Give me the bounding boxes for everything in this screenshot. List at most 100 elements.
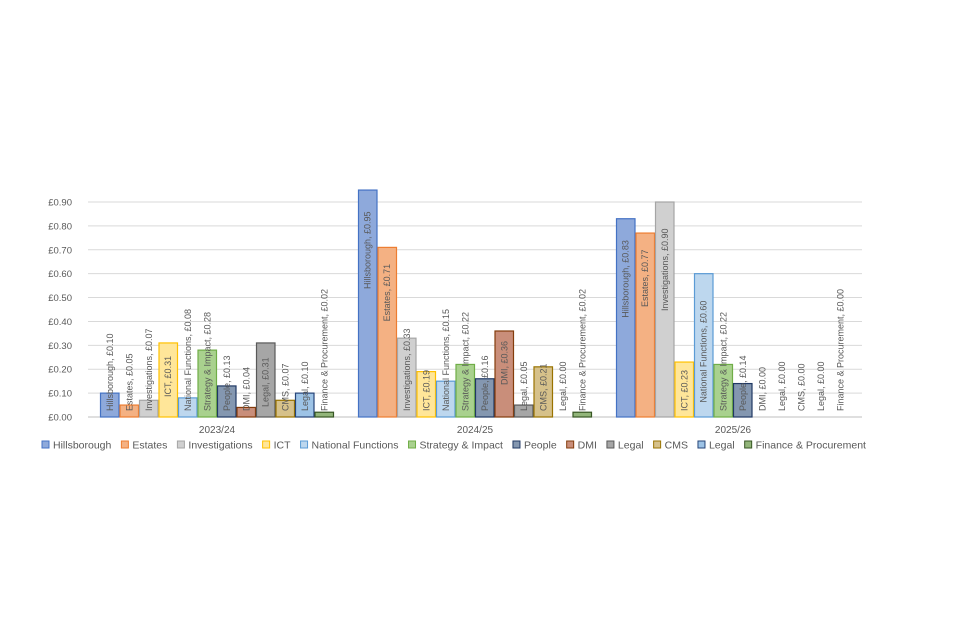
data-label: CMS, £0.07 bbox=[280, 363, 290, 411]
legend-label: Investigations bbox=[188, 440, 252, 452]
legend-item: Investigations bbox=[176, 440, 253, 452]
y-tick-label: £0.10 bbox=[48, 389, 72, 400]
y-tick-label: £0.90 bbox=[48, 198, 72, 209]
legend-swatch bbox=[566, 440, 575, 449]
data-label: Strategy & Impact, £0.28 bbox=[202, 312, 212, 411]
legend-item: Strategy & Impact bbox=[408, 440, 503, 452]
legend-swatch bbox=[120, 440, 129, 449]
data-label: Hillsborough, £0.10 bbox=[105, 333, 115, 411]
data-label: Finance & Procurement, £0.02 bbox=[577, 289, 587, 411]
y-tick-label: £0.50 bbox=[48, 293, 72, 304]
data-label: Legal, £0.31 bbox=[261, 357, 271, 407]
legend-swatch bbox=[697, 440, 706, 449]
x-category-label: 2025/26 bbox=[715, 425, 752, 436]
data-label: National Functions, £0.08 bbox=[183, 309, 193, 411]
legend-label: CMS bbox=[665, 440, 688, 452]
bar bbox=[236, 406, 257, 418]
data-label: Legal, £0.10 bbox=[300, 361, 310, 411]
legend-swatch bbox=[176, 440, 185, 449]
legend-swatch bbox=[41, 440, 50, 449]
data-label: Finance & Procurement, £0.02 bbox=[319, 289, 329, 411]
legend-swatch bbox=[262, 440, 271, 449]
legend-swatch bbox=[744, 440, 753, 449]
legend-label: National Functions bbox=[312, 440, 399, 452]
legend-item: ICT bbox=[262, 440, 292, 452]
data-label: Legal, £0.00 bbox=[816, 361, 826, 411]
legend-item: National Functions bbox=[300, 440, 399, 452]
data-label: Investigations, £0.33 bbox=[402, 328, 412, 411]
legend-item: DMI bbox=[566, 440, 597, 452]
x-category-label: 2023/24 bbox=[199, 425, 236, 436]
legend-item: Legal bbox=[697, 440, 735, 452]
legend-item: Hillsborough bbox=[41, 440, 112, 452]
bar bbox=[435, 380, 456, 418]
y-tick-label: £0.70 bbox=[48, 245, 72, 256]
y-tick-label: £0.30 bbox=[48, 341, 72, 352]
legend-item: Legal bbox=[606, 440, 644, 452]
bar bbox=[513, 404, 534, 418]
legend-item: Estates bbox=[120, 440, 167, 452]
data-label: Estates, £0.05 bbox=[124, 353, 134, 411]
bar bbox=[357, 189, 378, 418]
legend-item: CMS bbox=[653, 440, 688, 452]
bar bbox=[572, 411, 593, 418]
bar bbox=[158, 342, 179, 418]
bar bbox=[377, 246, 398, 418]
legend-label: Legal bbox=[709, 440, 735, 452]
data-label: People, £0.14 bbox=[738, 355, 748, 411]
bar bbox=[474, 378, 495, 418]
data-label: DMI, £0.36 bbox=[499, 341, 509, 385]
bar bbox=[255, 342, 276, 418]
legend-swatch bbox=[606, 440, 615, 449]
data-label: Investigations, £0.90 bbox=[660, 228, 670, 311]
bars bbox=[99, 189, 753, 418]
data-label: DMI, £0.00 bbox=[757, 367, 767, 411]
data-label: Legal, £0.05 bbox=[519, 361, 529, 411]
bar bbox=[533, 366, 554, 418]
legend-label: ICT bbox=[274, 440, 292, 452]
data-label: Legal, £0.00 bbox=[558, 361, 568, 411]
data-label: National Functions, £0.15 bbox=[441, 309, 451, 411]
bar bbox=[119, 404, 140, 418]
data-label: People, £0.13 bbox=[222, 355, 232, 411]
legend-label: Legal bbox=[618, 440, 644, 452]
bar bbox=[177, 397, 198, 418]
bar bbox=[635, 232, 656, 418]
bar bbox=[99, 392, 120, 418]
data-label: CMS, £0.00 bbox=[796, 363, 806, 411]
data-label: Hillsborough, £0.95 bbox=[363, 211, 373, 289]
y-tick-label: £0.80 bbox=[48, 221, 72, 232]
bar bbox=[314, 411, 335, 418]
legend-item: People bbox=[512, 440, 557, 452]
data-label: Legal, £0.00 bbox=[777, 361, 787, 411]
y-tick-label: £0.00 bbox=[48, 413, 72, 424]
y-tick-label: £0.20 bbox=[48, 365, 72, 376]
data-label: Estates, £0.77 bbox=[640, 250, 650, 308]
bar bbox=[138, 399, 159, 418]
x-category-label: 2024/25 bbox=[457, 425, 494, 436]
data-label: Finance & Procurement, £0.00 bbox=[835, 289, 845, 411]
legend-label: DMI bbox=[578, 440, 597, 452]
y-tick-label: £0.40 bbox=[48, 317, 72, 328]
bar bbox=[693, 273, 714, 418]
x-axis: 2023/24 2024/25 2025/26 bbox=[199, 425, 752, 436]
data-label: DMI, £0.04 bbox=[241, 367, 251, 411]
bar bbox=[396, 337, 417, 418]
bar bbox=[197, 349, 218, 418]
legend-swatch bbox=[653, 440, 662, 449]
data-label: Strategy & Impact, £0.22 bbox=[718, 312, 728, 411]
legend-label: Hillsborough bbox=[53, 440, 112, 452]
data-label: Investigations, £0.07 bbox=[144, 328, 154, 411]
data-labels: Hillsborough, £0.10 Estates, £0.05 Investi… bbox=[105, 211, 846, 411]
legend: Hillsborough Estates Investigations ICT Nati… bbox=[41, 440, 866, 452]
bar bbox=[275, 399, 296, 418]
legend-swatch bbox=[300, 440, 309, 449]
bar bbox=[416, 371, 437, 418]
legend-label: Estates bbox=[132, 440, 167, 452]
bar bbox=[732, 382, 753, 418]
data-label: People, £0.16 bbox=[480, 355, 490, 411]
legend-swatch bbox=[408, 440, 417, 449]
legend-label: People bbox=[524, 440, 557, 452]
bar bbox=[713, 363, 734, 418]
